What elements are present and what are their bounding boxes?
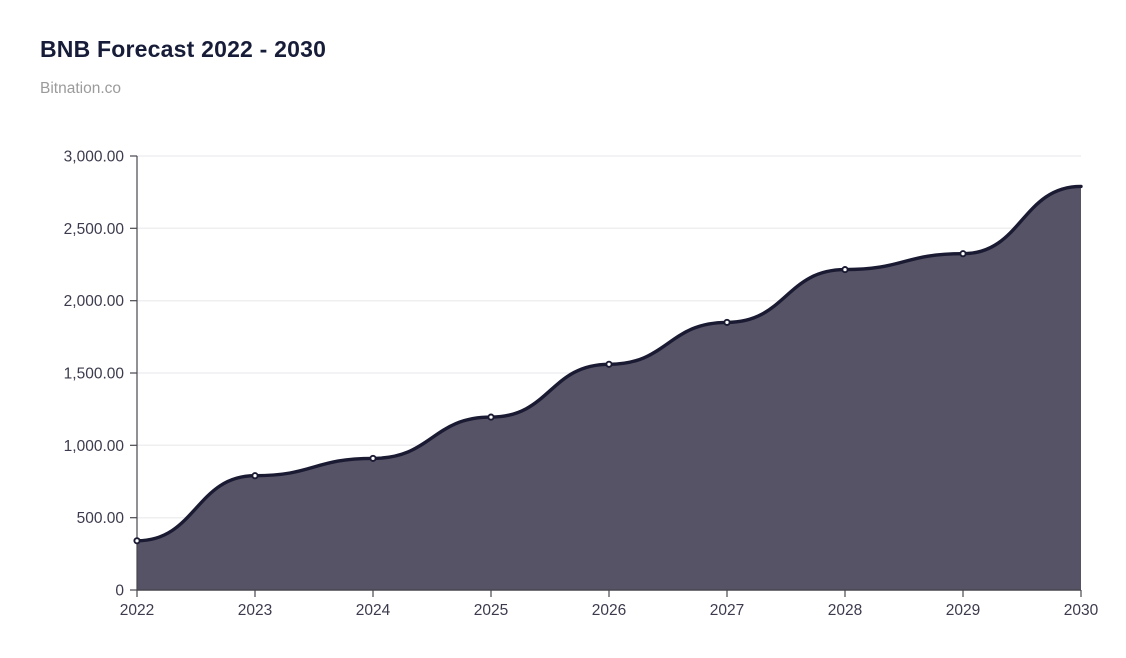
x-axis-tick-label: 2026 [592, 602, 626, 619]
y-axis-tick-label: 0 [115, 583, 124, 600]
y-axis-tick-label: 1,000.00 [64, 438, 125, 455]
x-axis-tick-label: 2024 [356, 602, 391, 619]
data-point-marker-2028 [841, 266, 849, 274]
x-axis-tick-label: 2030 [1064, 602, 1099, 619]
chart-subtitle: Bitnation.co [40, 79, 121, 97]
x-axis-tick-label: 2023 [238, 602, 272, 619]
data-point-marker-2025 [487, 413, 495, 421]
chart-title: BNB Forecast 2022 - 2030 [40, 36, 327, 62]
data-point-marker-2026 [605, 360, 613, 368]
x-axis-tick-label: 2027 [710, 602, 744, 619]
x-axis-tick-label: 2029 [946, 602, 980, 619]
x-axis-tick-label: 2022 [120, 602, 154, 619]
data-point-marker-2023 [251, 472, 259, 480]
y-axis-tick-label: 2,000.00 [64, 293, 125, 310]
data-point-marker-2029 [959, 250, 967, 258]
chart-header: BNB Forecast 2022 - 2030 Bitnation.co [40, 36, 326, 97]
y-axis-tick-label: 500.00 [77, 510, 125, 527]
y-axis-tick-label: 3,000.00 [64, 149, 125, 166]
data-point-marker-2027 [723, 318, 731, 326]
y-axis-tick-label: 2,500.00 [64, 221, 125, 238]
area-fill [137, 186, 1081, 590]
data-point-marker-2022 [133, 537, 141, 545]
y-axis-tick-label: 1,500.00 [64, 366, 125, 383]
x-axis-tick-label: 2025 [474, 602, 508, 619]
data-point-marker-2024 [369, 454, 377, 462]
x-axis-tick-label: 2028 [828, 602, 862, 619]
